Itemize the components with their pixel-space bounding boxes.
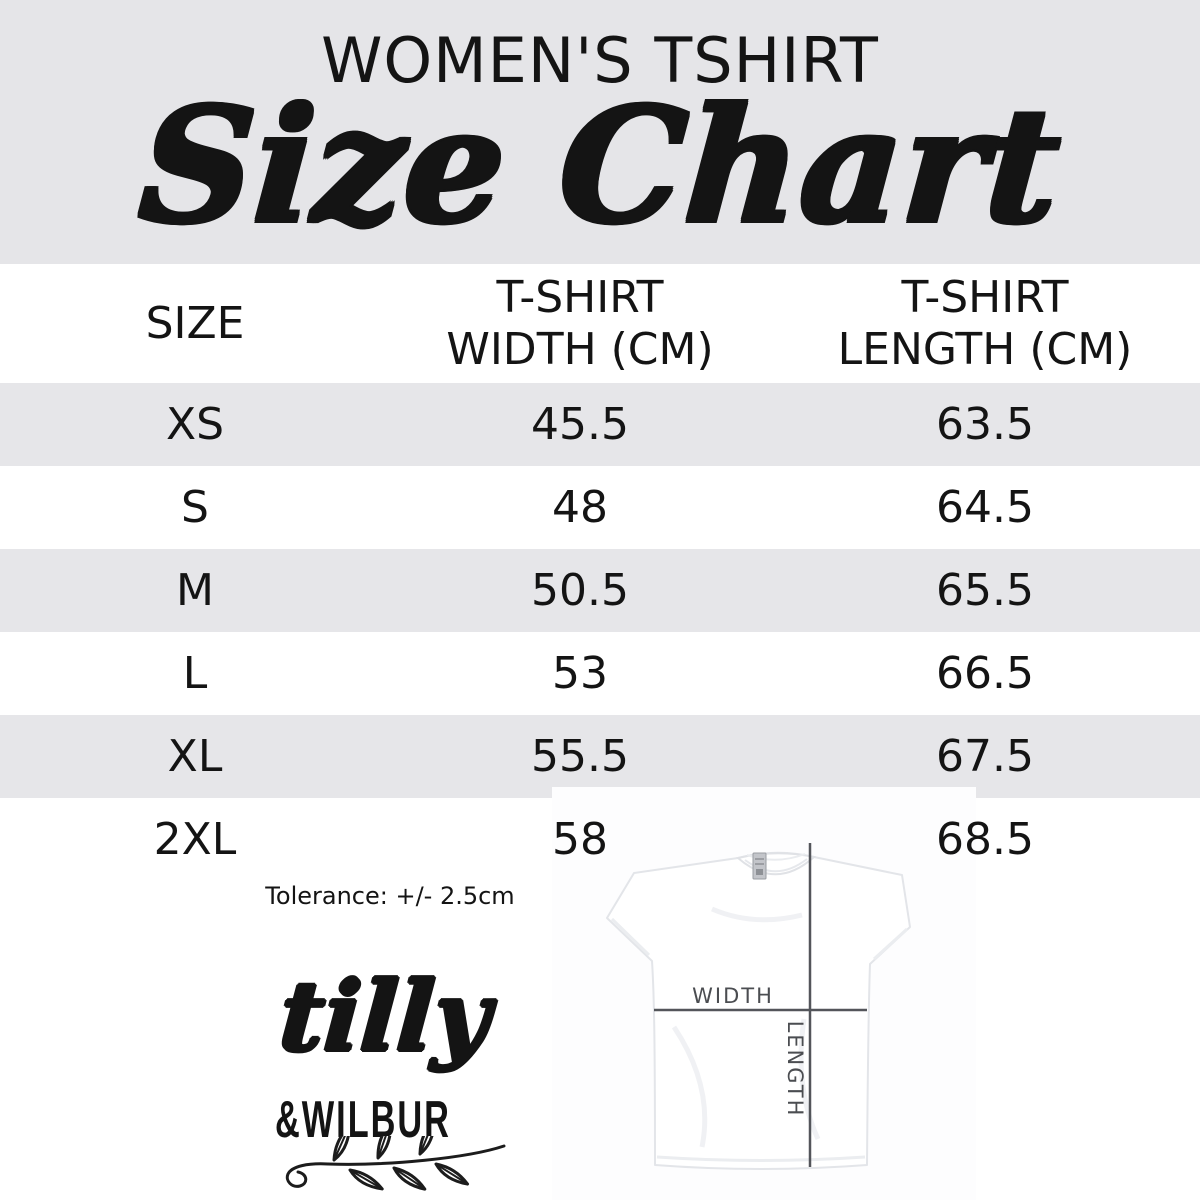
collar-inner-line — [746, 853, 806, 861]
header-band — [0, 0, 1200, 264]
column-header-length-line1: T-SHIRT — [901, 271, 1069, 323]
tshirt-photo: WIDTH LENGTH — [552, 787, 976, 1200]
neck-tag — [752, 852, 767, 880]
laurel-branch-icon — [285, 1136, 506, 1191]
length-label: LENGTH — [783, 1021, 807, 1118]
table-row-m: M 50.5 65.5 — [0, 549, 1200, 632]
row-length: 67.5 — [936, 731, 1034, 782]
row-length: 63.5 — [936, 399, 1034, 450]
row-size: S — [181, 482, 209, 533]
column-header-width-line2: WIDTH (CM) — [446, 323, 714, 375]
row-width: 53 — [552, 648, 608, 699]
row-size: L — [182, 648, 208, 699]
row-width: 45.5 — [531, 399, 629, 450]
row-width: 55.5 — [531, 731, 629, 782]
table-row-s: S 48 64.5 — [0, 466, 1200, 549]
table-row-xl: XL 55.5 67.5 — [0, 715, 1200, 798]
row-size: 2XL — [153, 814, 237, 865]
column-header-width: T-SHIRT WIDTH (CM) — [390, 264, 770, 383]
row-size: XL — [167, 731, 223, 782]
size-table: XS 45.5 63.5 S 48 64.5 M 50.5 65.5 L 53 … — [0, 383, 1200, 881]
tshirt-diagram: WIDTH LENGTH — [606, 843, 911, 1170]
row-width: 58 — [552, 814, 608, 865]
table-row-l: L 53 66.5 — [0, 632, 1200, 715]
tshirt-hem-stitches — [610, 917, 909, 1162]
page-title: Size Chart — [134, 74, 1066, 259]
brand-logo-script: tilly — [276, 960, 494, 1073]
row-size: XS — [165, 399, 225, 450]
row-width: 50.5 — [531, 565, 629, 616]
row-length: 64.5 — [936, 482, 1034, 533]
collar-rib-line — [744, 858, 808, 873]
row-width: 48 — [552, 482, 608, 533]
row-size: M — [176, 565, 214, 616]
tshirt-wrinkles — [671, 906, 821, 1148]
table-row-xs: XS 45.5 63.5 — [0, 383, 1200, 466]
column-header-length-line2: LENGTH (CM) — [837, 323, 1133, 375]
row-length: 68.5 — [936, 814, 1034, 865]
table-row-2xl: 2XL 58 68.5 — [0, 798, 1200, 881]
page-subtitle: WOMEN'S TSHIRT — [321, 24, 879, 97]
tolerance-note: Tolerance: +/- 2.5cm — [265, 882, 515, 910]
column-header-length: T-SHIRT LENGTH (CM) — [770, 264, 1200, 383]
row-length: 66.5 — [936, 648, 1034, 699]
column-header-size: SIZE — [145, 297, 245, 349]
brand-logo-caps: &WILBUR — [275, 1091, 451, 1149]
column-header-width-line1: T-SHIRT — [496, 271, 664, 323]
row-length: 65.5 — [936, 565, 1034, 616]
width-label: WIDTH — [692, 984, 774, 1008]
